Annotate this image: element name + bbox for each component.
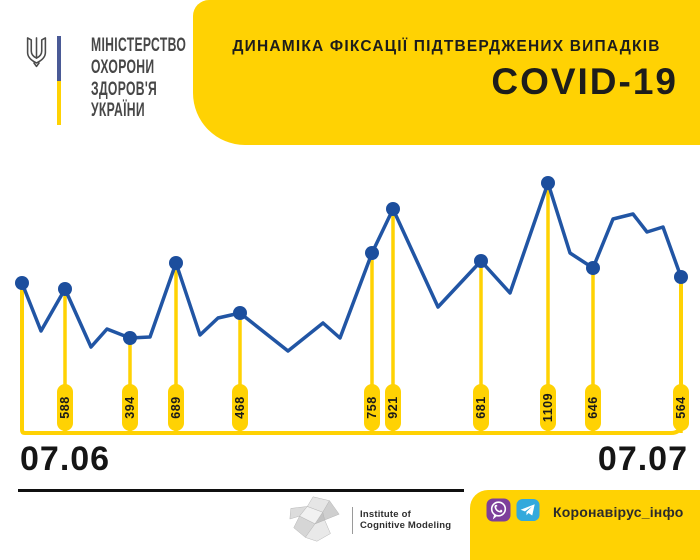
data-point-dot [474, 254, 488, 268]
institute-divider [352, 506, 353, 534]
value-pill [673, 384, 689, 431]
viber-icon[interactable] [486, 498, 511, 524]
value-pill-label: 758 [365, 396, 379, 418]
value-pill-label: 646 [586, 396, 600, 418]
value-pill [168, 384, 184, 431]
x-axis-end-label: 07.07 [597, 440, 688, 478]
title-banner: ДИНАМІКА ФІКСАЦІЇ ПІДТВЕРДЖЕНИХ ВИПАДКІВ… [193, 0, 700, 145]
data-point-dot [365, 246, 379, 260]
value-pill [57, 384, 73, 431]
banner-covid-19: COVID-19 [491, 61, 678, 102]
ministry-name: МІНІСТЕРСТВО ОХОРОНИ ЗДОРОВ'Я УКРАЇНИ [91, 35, 186, 122]
ministry-name-line: МІНІСТЕРСТВО [91, 35, 187, 56]
trend-line [20, 181, 683, 353]
x-axis-start-label: 07.06 [20, 440, 111, 478]
value-pill-label: 689 [169, 396, 183, 418]
data-point-dot [58, 282, 72, 296]
social-panel: Коронавірус_інфо [470, 490, 700, 560]
value-pill [232, 384, 248, 431]
chart-svg: 588 394 689 468 758 921 681 1109 646 564 [15, 176, 689, 435]
telegram-icon[interactable] [516, 498, 540, 523]
value-pill-label: 468 [233, 396, 247, 418]
chart-axis [20, 277, 683, 435]
value-pill-label: 394 [123, 396, 137, 418]
trident-icon [26, 37, 47, 68]
value-pill-label: 564 [674, 396, 688, 418]
data-point-dot [233, 306, 247, 320]
value-pill [122, 384, 138, 431]
institute-name-line: Institute of [360, 508, 411, 520]
flag-bar [57, 36, 61, 125]
crumpled-paper-logo-icon [289, 496, 340, 542]
data-point-dot [541, 176, 555, 190]
covid-trend-chart: 588 394 689 468 758 921 681 1109 646 564 [0, 160, 700, 460]
data-point-dot [674, 270, 688, 284]
value-pill [385, 384, 401, 431]
ministry-name-line: УКРАЇНИ [91, 100, 145, 122]
value-pill [473, 384, 489, 431]
institute-name-line: Cognitive Modeling [360, 520, 452, 531]
ministry-name-line: ОХОРОНИ [91, 56, 155, 78]
value-pill-label: 1109 [541, 393, 555, 422]
ministry-name-line: ЗДОРОВ'Я [91, 78, 158, 100]
data-point-dot [586, 261, 600, 275]
institute-name: Institute of Cognitive Modeling [360, 509, 451, 532]
value-pill [540, 384, 556, 431]
value-pill [585, 384, 601, 431]
banner-title: ДИНАМІКА ФІКСАЦІЇ ПІДТВЕРДЖЕНИХ ВИПАДКІВ [232, 38, 661, 55]
data-point-dot [386, 202, 400, 216]
social-icons [486, 498, 540, 524]
value-pill [364, 384, 380, 431]
data-point-dot [123, 331, 137, 345]
value-pill-label: 588 [58, 396, 72, 418]
channel-badge[interactable]: Коронавірус_інфо [553, 504, 684, 520]
footer-divider [18, 489, 464, 492]
institute-logo-block: Institute of Cognitive Modeling [286, 494, 451, 546]
data-point-dot [169, 256, 183, 270]
value-pill-label: 921 [386, 396, 400, 418]
data-point-dot [15, 276, 29, 290]
value-pill-label: 681 [474, 396, 488, 418]
ministry-logo: МІНІСТЕРСТВО ОХОРОНИ ЗДОРОВ'Я УКРАЇНИ [25, 35, 240, 125]
